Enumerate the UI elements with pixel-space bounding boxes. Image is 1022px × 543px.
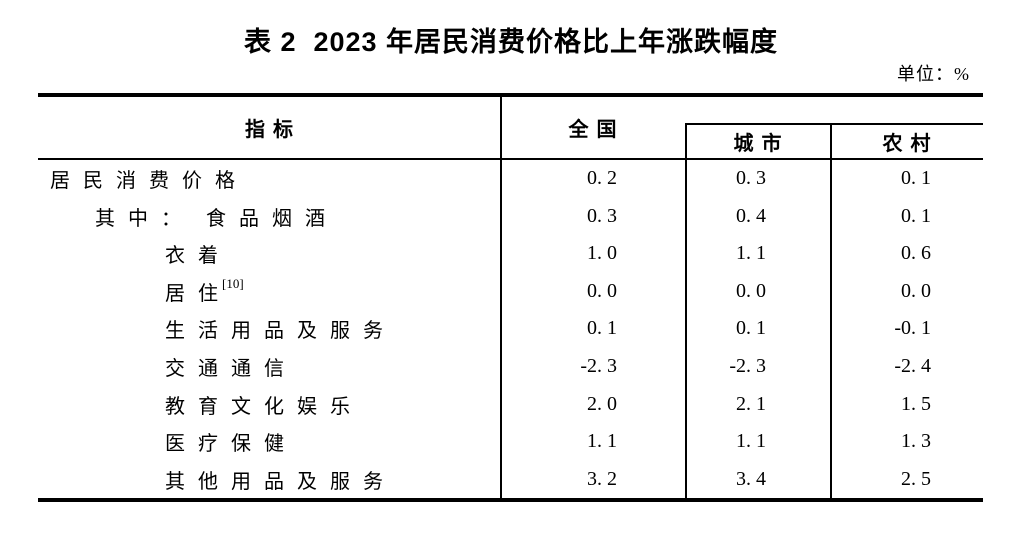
row-label-cell: 居民消费价格 — [38, 164, 500, 193]
row-label: 医疗保健 — [165, 433, 297, 456]
row-label: 教育文化娱乐 — [165, 395, 363, 418]
value-rural: 0. 6 — [901, 242, 931, 265]
value-urban: 0. 1 — [736, 317, 766, 340]
value-rural: -0. 1 — [894, 317, 931, 340]
table-row: 居住 [10] 0. 0 0. 0 0. 0 — [38, 273, 983, 311]
row-label-cell: 生活用品及服务 — [38, 314, 500, 343]
row-label-cell: 衣着 — [38, 239, 500, 268]
value-national: 0. 1 — [587, 317, 617, 340]
footnote-superscript: [10] — [222, 276, 244, 292]
indicator-column-divider — [500, 97, 502, 498]
table-row: 生活用品及服务 0. 1 0. 1 -0. 1 — [38, 310, 983, 348]
value-national: 0. 0 — [587, 279, 617, 302]
row-label-cell: 其他用品及服务 — [38, 465, 500, 494]
row-label: 生活用品及服务 — [165, 320, 396, 343]
table-top-border — [38, 93, 983, 97]
table-bottom-border — [38, 498, 983, 502]
value-urban: -2. 3 — [729, 355, 766, 377]
col-header-national: 全国 — [568, 119, 625, 141]
value-rural: -2. 4 — [894, 355, 931, 377]
table-row: 教育文化娱乐 2. 0 2. 1 1. 5 — [38, 385, 983, 423]
value-rural: 1. 5 — [901, 392, 931, 415]
page-title: 表 2 2023 年居民消费价格比上年涨跌幅度 — [243, 27, 779, 57]
value-urban: 1. 1 — [736, 242, 766, 265]
value-national: 1. 0 — [587, 242, 617, 265]
value-rural: 0. 1 — [901, 167, 931, 190]
value-rural: 0. 0 — [901, 279, 931, 302]
col-header-urban: 城市 — [733, 133, 790, 155]
value-urban: 0. 4 — [736, 204, 766, 227]
value-urban: 0. 0 — [736, 279, 766, 302]
table-row: 居民消费价格 0. 2 0. 3 0. 1 — [38, 160, 983, 198]
value-urban: 2. 1 — [736, 392, 766, 415]
unit-label: 单位：% — [897, 64, 970, 84]
value-rural: 0. 1 — [901, 204, 931, 227]
row-label-cell: 教育文化娱乐 — [38, 390, 500, 419]
row-label: 交通通信 — [165, 358, 297, 380]
row-label-cell: 医疗保健 — [38, 427, 500, 456]
table-row: 交通通信 -2. 3 -2. 3 -2. 4 — [38, 348, 983, 386]
table-row: 衣着 1. 0 1. 1 0. 6 — [38, 235, 983, 273]
row-label: 居民消费价格 — [50, 170, 248, 193]
cpi-table: 指标 全国 城市 农村 居民消费价格 0. 2 0. 3 0. 1 其中： 食品烟… — [38, 93, 983, 502]
table-row: 其他用品及服务 3. 2 3. 4 2. 5 — [38, 460, 983, 498]
header-bottom-border — [38, 158, 983, 160]
row-label: 食品烟酒 — [206, 207, 338, 230]
row-label: 居住 — [165, 282, 231, 305]
value-national: 0. 2 — [587, 167, 617, 190]
value-national: 3. 2 — [587, 467, 617, 490]
urban-rural-divider — [830, 123, 832, 498]
urban-rural-box-top-border — [685, 123, 983, 125]
national-urban-divider — [685, 123, 687, 498]
row-label: 其他用品及服务 — [165, 470, 396, 493]
value-national: 2. 0 — [587, 392, 617, 415]
col-header-rural: 农村 — [882, 133, 939, 155]
value-rural: 1. 3 — [901, 430, 931, 453]
value-urban: 3. 4 — [736, 467, 766, 490]
table-row: 医疗保健 1. 1 1. 1 1. 3 — [38, 423, 983, 461]
value-national: 1. 1 — [587, 430, 617, 453]
row-prefix: 其中： — [95, 207, 194, 230]
value-urban: 1. 1 — [736, 430, 766, 453]
row-label-cell: 交通通信 — [38, 352, 500, 381]
row-label-cell: 居住 [10] — [38, 276, 500, 306]
value-rural: 2. 5 — [901, 467, 931, 490]
row-label: 衣着 — [165, 245, 231, 268]
value-urban: 0. 3 — [736, 167, 766, 190]
col-header-indicator: 指标 — [245, 119, 301, 141]
table-body: 居民消费价格 0. 2 0. 3 0. 1 其中： 食品烟酒 0. 3 0. 4 … — [38, 160, 983, 498]
row-label-cell: 其中： 食品烟酒 — [38, 202, 500, 231]
table-row: 其中： 食品烟酒 0. 3 0. 4 0. 1 — [38, 198, 983, 236]
value-national: 0. 3 — [587, 204, 617, 227]
value-national: -2. 3 — [580, 355, 617, 377]
